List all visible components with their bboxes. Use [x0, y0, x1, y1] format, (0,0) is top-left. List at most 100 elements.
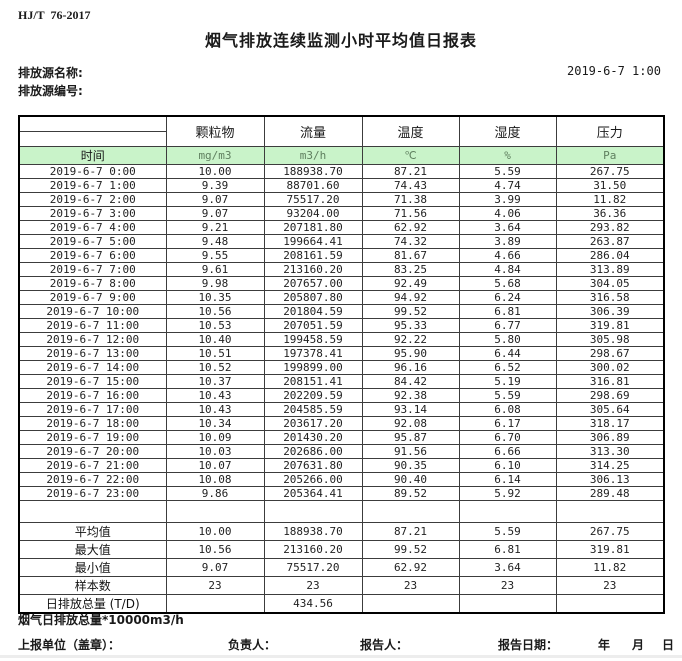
value-cell: 84.42: [361, 373, 460, 389]
value-cell: 9.07: [165, 205, 265, 221]
value-cell: 201430.20: [263, 429, 363, 445]
time-cell: 2019-6-7 13:00: [18, 345, 167, 361]
value-cell: 199664.41: [263, 233, 363, 249]
hourly-average-table: 颗粒物 流量 温度 湿度 压力 时间 mg/m3 m3/h ℃ % Pa 201…: [18, 115, 665, 614]
value-cell: 5.92: [458, 485, 557, 501]
value-cell: 293.82: [555, 219, 665, 235]
unit-cell-particulate: mg/m3: [165, 145, 265, 165]
column-header-pressure: 压力: [555, 115, 665, 147]
value-cell: [361, 593, 460, 613]
value-cell: 89.52: [361, 485, 460, 501]
time-cell: 2019-6-7 22:00: [18, 471, 167, 487]
table-row: 2019-6-7 18:00 10.34 203617.20 92.08 6.17 318…: [18, 415, 665, 431]
time-cell: 2019-6-7 23:00: [18, 485, 167, 501]
value-cell: 205364.41: [263, 485, 363, 501]
table-row: 2019-6-7 15:00 10.37 208151.41 84.42 5.19 316…: [18, 373, 665, 389]
value-cell: 319.81: [555, 317, 665, 333]
column-header-flow: 流量: [263, 115, 363, 147]
value-cell: 10.08: [165, 471, 265, 487]
value-cell: 298.69: [555, 387, 665, 403]
value-cell: 91.56: [361, 443, 460, 459]
time-cell: 2019-6-7 19:00: [18, 429, 167, 445]
time-cell: 2019-6-7 9:00: [18, 289, 167, 305]
spacer-body: [18, 499, 665, 523]
value-cell: 88701.60: [263, 177, 363, 193]
time-cell: 2019-6-7 14:00: [18, 359, 167, 375]
value-cell: 75517.20: [263, 191, 363, 207]
value-cell: 316.58: [555, 289, 665, 305]
value-cell: 188938.70: [263, 163, 363, 179]
column-header-temperature: 温度: [361, 115, 460, 147]
standard-number: HJ/T 76-2017: [18, 8, 91, 22]
value-cell: 207631.80: [263, 457, 363, 473]
value-cell: 9.07: [165, 191, 265, 207]
value-cell: 204585.59: [263, 401, 363, 417]
value-cell: 6.52: [458, 359, 557, 375]
value-cell: 197378.41: [263, 345, 363, 361]
value-cell: 434.56: [263, 593, 363, 613]
value-cell: 316.81: [555, 373, 665, 389]
value-cell: 93.14: [361, 401, 460, 417]
value-cell: 6.70: [458, 429, 557, 445]
table-row: 2019-6-7 0:00 10.00 188938.70 87.21 5.59 267.…: [18, 163, 665, 179]
daily-total-note: 烟气日排放总量*10000m3/h: [18, 613, 184, 627]
value-cell: 6.81: [458, 539, 557, 559]
value-cell: 318.17: [555, 415, 665, 431]
table-body: 2019-6-7 0:00 10.00 188938.70 87.21 5.59 267.…: [18, 163, 665, 501]
value-cell: 199458.59: [263, 331, 363, 347]
value-cell: [555, 593, 665, 613]
value-cell: 205807.80: [263, 289, 363, 305]
value-cell: 314.25: [555, 457, 665, 473]
value-cell: 6.14: [458, 471, 557, 487]
value-cell: 6.10: [458, 457, 557, 473]
table-row: 2019-6-7 3:00 9.07 93204.00 71.56 4.06 36.36: [18, 205, 665, 221]
value-cell: [165, 593, 265, 613]
value-cell: 23: [361, 575, 460, 595]
table-row: 2019-6-7 9:00 10.35 205807.80 94.92 6.24 316.…: [18, 289, 665, 305]
time-cell: 2019-6-7 20:00: [18, 443, 167, 459]
value-cell: 319.81: [555, 539, 665, 559]
unit-cell-pressure: Pa: [555, 145, 665, 165]
time-cell: 2019-6-7 7:00: [18, 261, 167, 277]
value-cell: 306.39: [555, 303, 665, 319]
time-cell: 2019-6-7 3:00: [18, 205, 167, 221]
time-cell: 2019-6-7 4:00: [18, 219, 167, 235]
value-cell: 304.05: [555, 275, 665, 291]
value-cell: 207657.00: [263, 275, 363, 291]
value-cell: 9.07: [165, 557, 265, 577]
unit-cell-flow: m3/h: [263, 145, 363, 165]
value-cell: 3.64: [458, 557, 557, 577]
value-cell: 199899.00: [263, 359, 363, 375]
value-cell: 3.99: [458, 191, 557, 207]
value-cell: 94.92: [361, 289, 460, 305]
spacer-cell: [458, 499, 557, 523]
value-cell: 9.21: [165, 219, 265, 235]
table-row: 最小值 9.07 75517.20 62.92 3.64 11.82: [18, 557, 665, 577]
value-cell: 87.21: [361, 163, 460, 179]
table-row: 最大值 10.56 213160.20 99.52 6.81 319.81: [18, 539, 665, 559]
time-cell: 2019-6-7 12:00: [18, 331, 167, 347]
value-cell: 6.81: [458, 303, 557, 319]
value-cell: 90.40: [361, 471, 460, 487]
value-cell: 9.86: [165, 485, 265, 501]
value-cell: 6.08: [458, 401, 557, 417]
summary-body: 平均值 10.00 188938.70 87.21 5.59 267.75 最大值 10.56…: [18, 521, 665, 613]
value-cell: 4.06: [458, 205, 557, 221]
spacer-cell: [555, 499, 665, 523]
spacer-cell: [165, 499, 265, 523]
time-cell: 2019-6-7 5:00: [18, 233, 167, 249]
value-cell: 6.44: [458, 345, 557, 361]
value-cell: 96.16: [361, 359, 460, 375]
table-row: 2019-6-7 7:00 9.61 213160.20 83.25 4.84 313.8…: [18, 261, 665, 277]
value-cell: 10.43: [165, 387, 265, 403]
summary-label-cell: 日排放总量 (T/D): [18, 593, 167, 613]
value-cell: 10.00: [165, 521, 265, 541]
value-cell: 10.43: [165, 401, 265, 417]
table-row: 2019-6-7 21:00 10.07 207631.80 90.35 6.10 314…: [18, 457, 665, 473]
summary-label-cell: 样本数: [18, 575, 167, 595]
table-row: 2019-6-7 22:00 10.08 205266.00 90.40 6.14 306…: [18, 471, 665, 487]
time-cell: 2019-6-7 18:00: [18, 415, 167, 431]
table-row: 2019-6-7 17:00 10.43 204585.59 93.14 6.08 305…: [18, 401, 665, 417]
value-cell: 300.02: [555, 359, 665, 375]
value-cell: 92.22: [361, 331, 460, 347]
